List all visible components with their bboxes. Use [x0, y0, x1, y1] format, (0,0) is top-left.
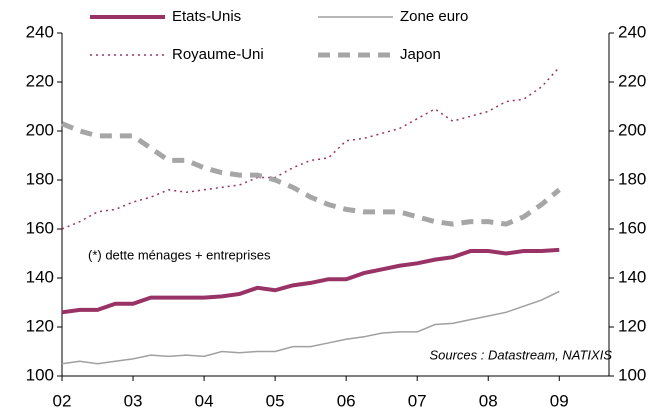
y2-tick-label: 120	[618, 316, 646, 335]
x-tick-label: 03	[124, 391, 143, 410]
x-tick-label: 08	[479, 391, 498, 410]
y2-tick-label: 140	[618, 267, 646, 286]
legend-label: Royaume-Uni	[172, 46, 264, 63]
y2-tick-label: 240	[618, 22, 646, 41]
series-line	[61, 66, 560, 230]
y-tick-label: 180	[26, 169, 54, 188]
series-line	[61, 290, 560, 365]
x-tick-label: 04	[195, 391, 214, 410]
legend-label: Japon	[400, 46, 441, 63]
y-tick-label: 160	[26, 218, 54, 237]
annotation: (*) dette ménages + entreprises	[88, 247, 271, 262]
legend-label: Zone euro	[400, 8, 468, 25]
y2-tick-label: 180	[618, 169, 646, 188]
series-line	[61, 247, 560, 315]
y2-tick-label: 100	[618, 365, 646, 384]
x-tick-label: 05	[266, 391, 285, 410]
y-tick-label: 140	[26, 267, 54, 286]
series-line	[61, 121, 561, 227]
x-tick-label: 09	[550, 391, 569, 410]
legend-label: Etats-Unis	[172, 8, 241, 25]
y-tick-label: 220	[26, 71, 54, 90]
source: Sources : Datastream, NATIXIS	[429, 347, 612, 362]
x-tick-label: 07	[408, 391, 427, 410]
y2-tick-label: 220	[618, 71, 646, 90]
x-tick-label: 06	[337, 391, 356, 410]
y-tick-label: 100	[26, 365, 54, 384]
y-tick-label: 200	[26, 120, 54, 139]
y-tick-label: 240	[26, 22, 54, 41]
y2-tick-label: 160	[618, 218, 646, 237]
y-tick-label: 120	[26, 316, 54, 335]
y2-tick-label: 200	[618, 120, 646, 139]
x-tick-label: 02	[53, 391, 72, 410]
